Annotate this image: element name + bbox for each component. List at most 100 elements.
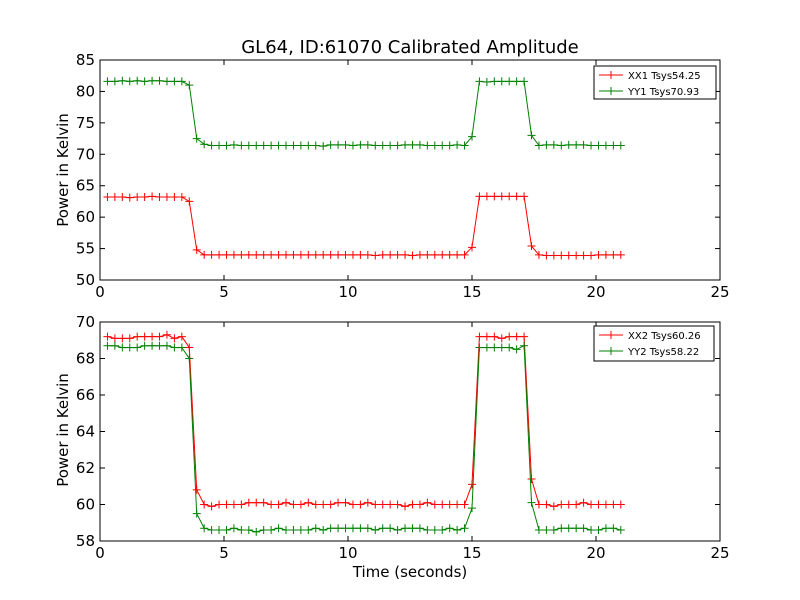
data-point: [393, 141, 402, 150]
data-point: [267, 500, 276, 509]
x-tick-label: 0: [95, 283, 105, 301]
data-point: [170, 77, 179, 86]
data-point: [296, 526, 305, 535]
top-legend: XX1 Tsys54.25 YY1 Tsys70.93: [593, 65, 717, 100]
data-point: [118, 76, 127, 85]
data-point: [229, 524, 238, 533]
data-point: [393, 500, 402, 509]
data-point: [148, 76, 157, 85]
data-point: [527, 474, 536, 483]
data-point: [356, 250, 365, 259]
data-point: [162, 193, 171, 202]
data-point: [497, 343, 506, 352]
x-tick-label: 10: [338, 544, 357, 562]
data-point: [296, 250, 305, 259]
data-point: [170, 193, 179, 202]
data-point: [229, 500, 238, 509]
data-point: [371, 141, 380, 150]
data-point: [468, 243, 476, 252]
data-point: [497, 334, 506, 343]
legend-entry: XX2 Tsys60.26: [599, 331, 701, 342]
x-tick-label: 0: [95, 544, 105, 562]
y-axis-label: Power in Kelvin: [54, 373, 72, 487]
data-point: [378, 250, 387, 259]
data-point: [222, 526, 231, 535]
data-point: [557, 141, 566, 150]
data-point: [274, 250, 283, 259]
data-point: [609, 141, 618, 150]
data-point: [334, 498, 343, 507]
data-point: [445, 141, 454, 150]
data-point: [229, 140, 238, 149]
bottom-plot-frame: [99, 321, 721, 542]
data-point: [207, 141, 216, 150]
data-point: [497, 192, 506, 201]
legend-entry: XX1 Tsys54.25: [599, 71, 701, 82]
data-point: [445, 524, 454, 533]
data-point: [579, 524, 588, 533]
data-point: [125, 343, 134, 352]
top-subplot: GL64, ID:61070 Calibrated Amplitude Powe…: [54, 37, 730, 301]
data-point: [520, 77, 529, 86]
data-point: [133, 343, 142, 352]
data-point: [222, 250, 231, 259]
y-tick-label: 60: [76, 496, 95, 514]
data-point: [103, 341, 112, 350]
data-point: [215, 526, 224, 535]
data-point: [177, 77, 186, 86]
data-point: [237, 250, 246, 259]
data-point: [192, 245, 201, 254]
data-point: [282, 498, 290, 507]
data-point: [118, 334, 127, 343]
data-point: [125, 193, 134, 202]
data-point: [170, 343, 179, 352]
y-tick-label: 62: [76, 459, 95, 477]
data-point: [505, 343, 514, 352]
data-point: [162, 77, 171, 86]
data-point: [110, 341, 119, 350]
data-point: [103, 77, 112, 86]
data-point: [415, 524, 424, 533]
legend-marker: [607, 331, 615, 339]
data-point: [222, 500, 231, 509]
data-point: [237, 526, 246, 535]
data-point: [475, 332, 484, 341]
data-point: [393, 250, 402, 259]
data-point: [185, 354, 194, 363]
data-point: [490, 77, 499, 86]
data-point: [542, 500, 551, 509]
data-point: [237, 141, 246, 150]
legend-label: XX2 Tsys60.26: [628, 331, 701, 342]
data-point: [572, 140, 581, 149]
data-point: [348, 141, 357, 150]
data-point: [341, 524, 350, 533]
data-point: [118, 343, 127, 352]
data-point: [252, 527, 261, 536]
data-point: [110, 77, 119, 86]
data-point: [490, 332, 499, 341]
data-point: [289, 141, 298, 150]
data-point: [356, 524, 365, 533]
data-point: [185, 81, 194, 90]
data-point: [259, 250, 268, 259]
data-point: [616, 141, 625, 150]
data-point: [378, 524, 387, 533]
y-tick-label: 66: [76, 386, 95, 404]
data-point: [341, 140, 350, 149]
data-point: [282, 250, 290, 259]
data-point: [319, 250, 328, 259]
data-point: [267, 526, 276, 535]
top-axis-ticks: 0 5 10 15 20 25 50 55 60 65 70 75 80 85: [76, 51, 730, 301]
data-point: [170, 334, 179, 343]
data-point: [468, 504, 476, 513]
data-point: [177, 332, 186, 341]
data-point: [334, 250, 343, 259]
data-point: [490, 192, 499, 201]
data-point: [244, 141, 253, 150]
data-point: [356, 500, 365, 509]
data-point: [401, 140, 410, 149]
legend-box: [593, 65, 717, 100]
legend-marker: [607, 71, 615, 79]
legend-label: YY2 Tsys58.22: [627, 347, 699, 358]
